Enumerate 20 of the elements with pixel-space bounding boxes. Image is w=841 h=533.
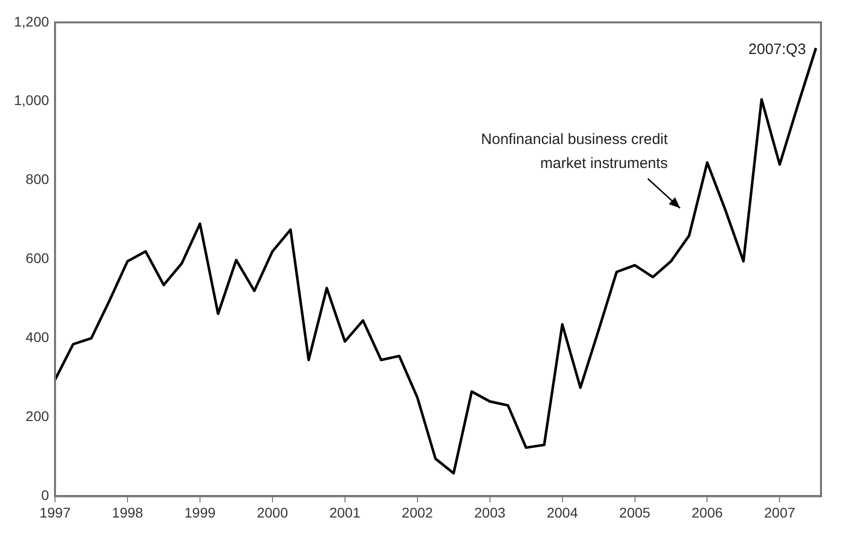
x-tick-label: 2004 xyxy=(546,504,578,520)
y-tick-label: 800 xyxy=(26,171,50,188)
y-tick-label: 200 xyxy=(26,408,50,424)
y-tick-label: 400 xyxy=(26,329,50,346)
y-tick-label: 1,000 xyxy=(14,92,50,108)
x-tick-label: 2003 xyxy=(474,504,506,520)
x-tick-label: 1998 xyxy=(112,504,144,520)
annotation: Nonfinancial business credit market instruments xyxy=(481,131,669,172)
x-tick-label: 2002 xyxy=(402,504,434,520)
x-tick-label: 1999 xyxy=(184,504,216,520)
y-tick-label: 600 xyxy=(26,250,50,266)
x-tick-label: 2005 xyxy=(619,504,651,520)
annotation: 2007:Q3 xyxy=(748,41,806,58)
x-tick-label: 1997 xyxy=(39,504,71,520)
x-tick-label: 2001 xyxy=(329,504,361,520)
y-tick-label: 0 xyxy=(41,487,50,504)
y-tick-label: 1,200 xyxy=(14,13,50,30)
x-tick-label: 2006 xyxy=(692,504,724,520)
x-tick-label: 2000 xyxy=(256,504,288,520)
x-tick-label: 2007 xyxy=(764,504,796,520)
